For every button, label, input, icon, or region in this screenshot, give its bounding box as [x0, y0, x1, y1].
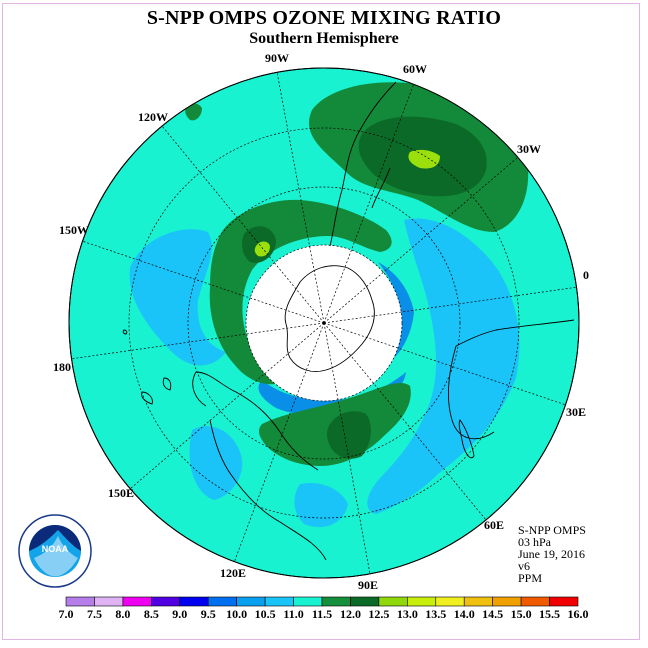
colorbar-tick-label: 15.0: [510, 607, 532, 621]
ozone-region-light-blue-east: [367, 218, 520, 515]
info-level: 03 hPa: [518, 535, 551, 549]
madagascar-coastline: [458, 419, 475, 459]
lon-label-60e: 60E: [484, 518, 505, 532]
graticule: [69, 71, 579, 575]
colorbar-swatch: [94, 596, 124, 607]
info-version: v6: [518, 559, 530, 573]
colorbar: [65, 596, 579, 607]
ozone-contours: [129, 82, 529, 528]
info-date: June 19, 2016: [518, 547, 585, 561]
colorbar-swatch: [492, 596, 522, 607]
ozone-region-light-blue-south2: [294, 482, 348, 528]
figure-title: S-NPP OMPS OZONE MIXING RATIO: [146, 7, 502, 29]
colorbar-tick-label: 11.0: [283, 607, 304, 621]
australia-coastline: [192, 371, 327, 561]
colorbar-swatch: [378, 596, 408, 607]
lon-label-30w: 30W: [517, 142, 541, 156]
colorbar-tick-label: 11.5: [311, 607, 333, 621]
ozone-region-deep-blue-east: [378, 262, 414, 358]
noaa-logo: NOAA: [18, 514, 92, 588]
colorbar-tick-label: 7.0: [58, 607, 74, 621]
ozone-region-dark-green-south: [327, 411, 371, 459]
colorbar-tick-label: 16.0: [567, 607, 589, 621]
colorbar-swatch: [179, 596, 209, 607]
colorbar-tick-label: 8.5: [143, 607, 159, 621]
noaa-logo-text: NOAA: [42, 544, 69, 554]
lon-label-150w: 150W: [59, 223, 89, 237]
lon-label-90w: 90W: [265, 51, 289, 65]
colorbar-tick-label: 13.5: [425, 607, 447, 621]
south-america-coastline: [329, 81, 397, 247]
colorbar-swatch: [407, 596, 437, 607]
island-coastline: [122, 329, 128, 335]
lon-label-90e: 90E: [358, 578, 379, 592]
lon-label-60w: 60W: [403, 62, 427, 76]
colorbar-swatch: [463, 596, 493, 607]
south-pole-marker: [322, 321, 326, 325]
colorbar-tick-labels: 7.0 7.5 8.0 8.5 9.0 9.5 10.0 10.5 11.0 11.5 12.0 12…: [0, 607, 648, 621]
colorbar-swatch: [264, 596, 294, 607]
antarctica-coastline: [284, 265, 375, 372]
ozone-region-light-blue-south: [189, 426, 243, 500]
lon-label-0: 0: [583, 268, 589, 282]
colorbar-swatch: [321, 596, 351, 607]
colorbar-swatch: [151, 596, 181, 607]
colorbar-swatch: [207, 596, 237, 607]
colorbar-swatch: [520, 596, 550, 607]
colorbar-tick-label: 13.0: [396, 607, 418, 621]
africa-coastline: [448, 319, 575, 440]
ozone-region-lime-north: [408, 149, 440, 169]
ozone-region-lime-west: [254, 241, 270, 257]
ozone-region-green-small: [185, 103, 202, 121]
colorbar-tick-label: 15.5: [539, 607, 561, 621]
colorbar-swatch: [236, 596, 266, 607]
colorbar-swatch: [122, 596, 152, 607]
colorbar-tick-label: 7.5: [86, 607, 102, 621]
colorbar-tick-label: 10.0: [226, 607, 248, 621]
colorbar-swatch: [293, 596, 323, 607]
lon-label-120w: 120W: [138, 110, 168, 124]
colorbar-swatch: [435, 596, 465, 607]
info-instrument: S-NPP OMPS: [518, 523, 586, 537]
colorbar-tick-label: 12.0: [339, 607, 361, 621]
coastlines: [122, 81, 575, 561]
colorbar-tick-label: 8.0: [115, 607, 131, 621]
colorbar-tick-label: 14.5: [482, 607, 504, 621]
colorbar-swatch: [549, 596, 579, 607]
lon-label-150e: 150E: [108, 486, 135, 500]
colorbar-swatch: [350, 596, 380, 607]
info-units: PPM: [518, 571, 543, 585]
lon-label-180: 180: [53, 360, 71, 374]
colorbar-tick-label: 9.0: [172, 607, 188, 621]
figure-subtitle: Southern Hemisphere: [249, 30, 399, 47]
lon-label-30e: 30E: [566, 405, 587, 419]
lon-label-120e: 120E: [220, 566, 247, 580]
colorbar-tick-label: 10.5: [254, 607, 276, 621]
colorbar-tick-label: 14.0: [453, 607, 475, 621]
colorbar-tick-label: 12.5: [368, 607, 390, 621]
colorbar-tick-label: 9.5: [200, 607, 216, 621]
info-block: S-NPP OMPS 03 hPa June 19, 2016 v6 PPM: [518, 524, 586, 584]
new-zealand-coastline: [141, 377, 172, 405]
colorbar-swatch: [65, 596, 95, 607]
